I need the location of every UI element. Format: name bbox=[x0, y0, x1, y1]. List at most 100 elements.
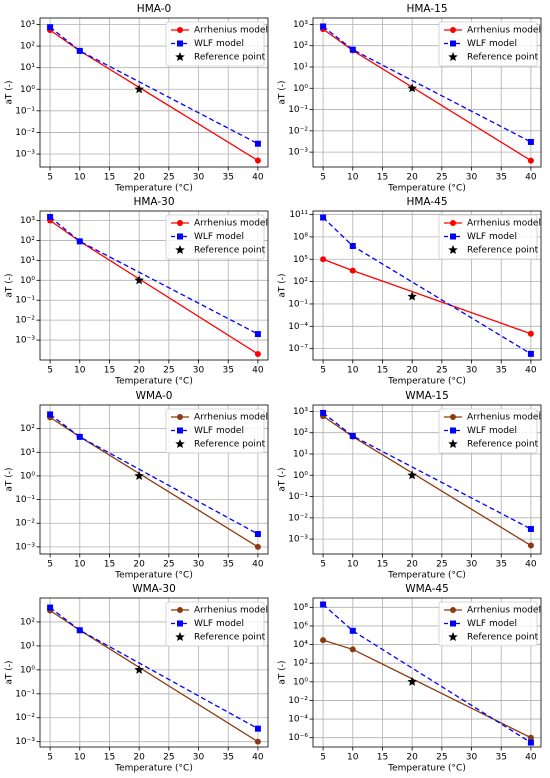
y-tick-label: 10⁻⁶ bbox=[288, 733, 308, 743]
legend-marker bbox=[448, 439, 458, 449]
y-tick-label: 10⁻⁴ bbox=[288, 715, 308, 725]
y-tick-label: 10⁻³ bbox=[15, 542, 35, 552]
x-tick-label: 25 bbox=[436, 560, 447, 570]
marker bbox=[527, 138, 534, 145]
legend-box bbox=[438, 408, 538, 454]
x-tick-label: 35 bbox=[495, 753, 506, 763]
legend-label: WLF model bbox=[194, 232, 244, 242]
y-axis-label: aT (-) bbox=[5, 273, 15, 297]
x-tick-label: 40 bbox=[525, 366, 537, 376]
x-tick-label: 30 bbox=[466, 366, 478, 376]
legend-label: WLF model bbox=[467, 426, 517, 436]
y-tick-label: 10⁻² bbox=[15, 713, 35, 723]
x-tick-label: 15 bbox=[104, 753, 115, 763]
plot-frame bbox=[312, 597, 542, 748]
marker bbox=[320, 409, 327, 416]
marker bbox=[47, 411, 54, 418]
x-tick-label: 40 bbox=[252, 560, 264, 570]
legend-box bbox=[165, 21, 265, 67]
x-tick-label: 15 bbox=[377, 366, 388, 376]
chart-title: HMA-45 bbox=[406, 196, 447, 208]
marker bbox=[134, 84, 144, 94]
y-tick-label: 10² bbox=[20, 617, 35, 627]
marker bbox=[76, 627, 83, 634]
x-tick-label: 5 bbox=[47, 173, 53, 183]
y-tick-label: 10⁻⁷ bbox=[288, 344, 308, 354]
y-axis-label: aT (-) bbox=[278, 660, 288, 684]
legend-marker bbox=[450, 40, 456, 47]
legend-marker bbox=[175, 632, 185, 642]
y-tick-label: 10¹ bbox=[293, 62, 308, 72]
x-axis-label: Temperature (°C) bbox=[114, 184, 193, 194]
y-tick-label: 10⁻³ bbox=[15, 150, 35, 160]
marker bbox=[320, 214, 327, 221]
marker bbox=[349, 267, 356, 274]
marker bbox=[527, 734, 534, 741]
legend-label: WLF model bbox=[194, 39, 244, 49]
marker bbox=[320, 637, 327, 644]
y-tick-label: 10⁸ bbox=[293, 603, 308, 613]
legend-label: Reference point bbox=[194, 440, 266, 450]
y-tick-label: 10⁻² bbox=[288, 126, 308, 136]
series-line bbox=[49, 413, 259, 535]
marker bbox=[349, 432, 356, 439]
marker bbox=[349, 627, 356, 634]
x-tick-label: 35 bbox=[495, 560, 506, 570]
y-tick-label: 10⁻³ bbox=[15, 336, 35, 346]
x-tick-label: 5 bbox=[320, 173, 326, 183]
legend-box bbox=[165, 214, 265, 260]
x-tick-label: 15 bbox=[377, 173, 388, 183]
legend-marker bbox=[450, 220, 456, 226]
x-tick-label: 20 bbox=[133, 753, 145, 763]
y-tick-label: 10² bbox=[20, 42, 35, 52]
y-tick-label: 10³ bbox=[293, 407, 308, 417]
x-tick-label: 35 bbox=[222, 173, 233, 183]
marker bbox=[254, 140, 261, 147]
marker bbox=[254, 157, 261, 164]
x-axis-label: Temperature (°C) bbox=[387, 377, 466, 387]
y-axis-label: aT (-) bbox=[278, 273, 288, 297]
x-axis-label: Temperature (°C) bbox=[387, 184, 466, 194]
x-tick-label: 20 bbox=[133, 560, 145, 570]
legend-box bbox=[438, 214, 538, 260]
y-tick-label: 10³ bbox=[293, 20, 308, 30]
y-tick-label: 10⁻¹ bbox=[288, 105, 308, 115]
y-tick-label: 10⁻³ bbox=[288, 535, 308, 545]
x-tick-label: 40 bbox=[252, 366, 264, 376]
x-tick-label: 30 bbox=[193, 560, 205, 570]
x-tick-label: 5 bbox=[320, 366, 326, 376]
x-tick-label: 35 bbox=[222, 366, 233, 376]
series-line bbox=[49, 26, 259, 145]
x-tick-label: 30 bbox=[466, 173, 478, 183]
y-tick-label: 10⁰ bbox=[293, 84, 308, 94]
y-tick-label: 10¹¹ bbox=[289, 210, 308, 220]
x-tick-label: 10 bbox=[74, 753, 86, 763]
y-tick-label: 10¹ bbox=[20, 448, 35, 458]
plot-frame bbox=[39, 404, 269, 555]
y-tick-label: 10⁻³ bbox=[15, 737, 35, 747]
y-tick-label: 10¹ bbox=[20, 256, 35, 266]
y-axis-label: aT (-) bbox=[5, 467, 15, 491]
x-tick-label: 40 bbox=[525, 560, 537, 570]
marker bbox=[320, 23, 327, 30]
x-tick-label: 30 bbox=[466, 753, 478, 763]
chart-title: WMA-0 bbox=[136, 390, 173, 402]
marker bbox=[349, 646, 356, 653]
legend-box bbox=[438, 21, 538, 67]
plot-frame bbox=[39, 210, 269, 361]
legend-marker bbox=[177, 27, 183, 33]
marker bbox=[527, 330, 534, 337]
x-tick-label: 20 bbox=[406, 366, 418, 376]
legend-label: WLF model bbox=[194, 426, 244, 436]
x-tick-label: 25 bbox=[163, 173, 174, 183]
marker bbox=[527, 525, 534, 532]
y-tick-label: 10⁻² bbox=[15, 519, 35, 529]
legend-marker bbox=[177, 427, 183, 434]
x-tick-label: 20 bbox=[133, 366, 145, 376]
legend-label: Reference point bbox=[467, 633, 539, 643]
x-tick-label: 5 bbox=[320, 753, 326, 763]
x-tick-label: 40 bbox=[252, 753, 264, 763]
x-axis-label: Temperature (°C) bbox=[387, 764, 466, 774]
y-tick-label: 10⁻³ bbox=[288, 148, 308, 158]
